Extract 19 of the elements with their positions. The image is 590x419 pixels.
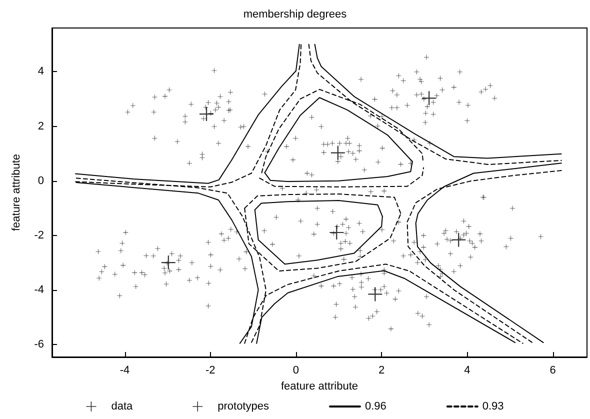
y-tick-label: -4 (34, 284, 44, 296)
legend-label: prototypes (218, 400, 270, 412)
legend-label: 0.93 (482, 400, 504, 412)
y-tick-label: 0 (38, 174, 44, 187)
y-tick-label: 2 (38, 120, 44, 132)
x-tick-label: 2 (378, 364, 385, 376)
y-tick-label: -2 (34, 230, 44, 242)
x-axis-title: feature attribute (280, 380, 358, 392)
chart-title: membership degrees (243, 8, 348, 20)
x-tick-label: -4 (120, 364, 130, 376)
x-tick-label: -2 (205, 364, 216, 376)
x-tick-label: 6 (550, 364, 556, 376)
y-axis-title: feature attribute (10, 154, 22, 232)
x-tick-label: 4 (464, 364, 470, 376)
x-tick-label: 0 (292, 364, 300, 376)
y-tick-label: -6 (34, 338, 44, 351)
y-tick-label: 4 (38, 66, 44, 78)
legend-label: 0.96 (364, 400, 386, 412)
legend-label: data (111, 400, 134, 412)
